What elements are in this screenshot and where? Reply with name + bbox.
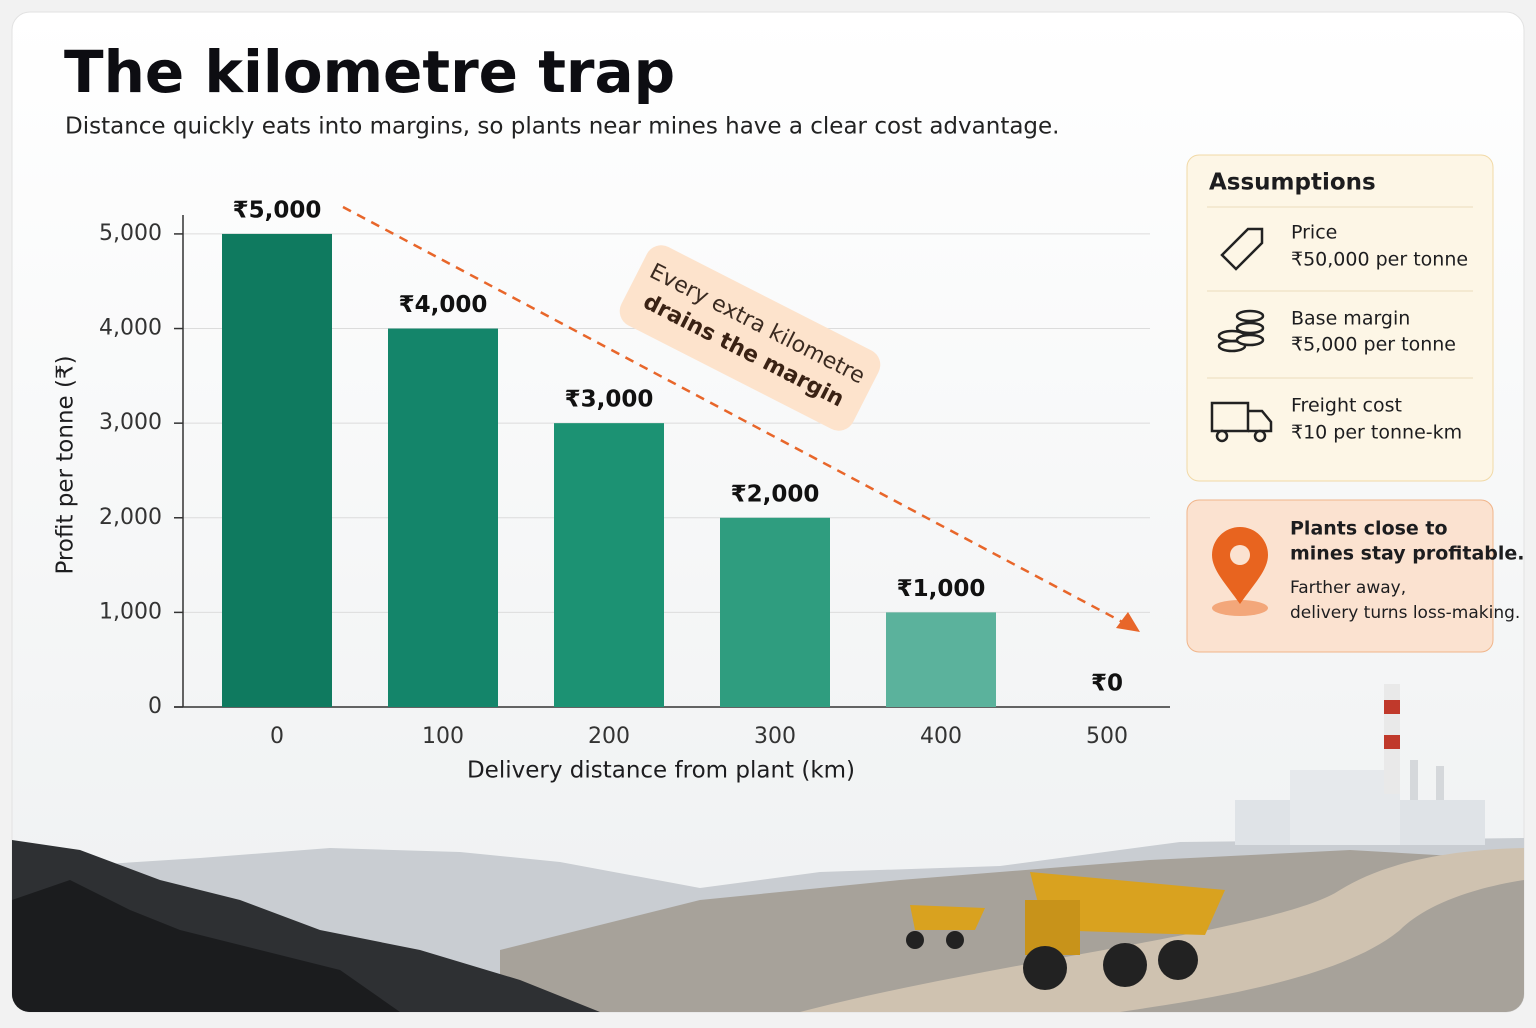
callout-panel: Plants close to mines stay profitable. F…	[1186, 499, 1525, 653]
arrow-head	[1116, 612, 1140, 632]
assumptions-panel: Assumptions Price ₹50,000 per tonne Base…	[1186, 154, 1494, 482]
bar	[222, 233, 332, 707]
item-label: Freight cost	[1291, 395, 1402, 417]
callout-headline: Plants close to	[1290, 518, 1448, 540]
x-tick-label: 200	[588, 724, 630, 749]
title: The kilometre trap	[64, 38, 675, 106]
callout-box	[1186, 499, 1494, 653]
x-tick-label: 500	[1086, 724, 1128, 749]
item-value: ₹5,000 per tonne	[1291, 334, 1456, 356]
pin-icon	[1212, 527, 1268, 604]
x-tick-label: 400	[920, 724, 962, 749]
value-label: ₹0	[1091, 671, 1123, 697]
y-tick-label: 2,000	[99, 505, 162, 530]
y-tick-label: 4,000	[99, 316, 162, 341]
x-axis-label: Delivery distance from plant (km)	[467, 758, 855, 784]
truck-icon	[1210, 401, 1273, 443]
item-value: ₹50,000 per tonne	[1291, 249, 1468, 271]
trend-arrow	[342, 205, 1129, 627]
x-tick-label: 300	[754, 724, 796, 749]
y-tick-label: 5,000	[99, 221, 162, 246]
value-label: ₹1,000	[897, 576, 986, 602]
scene	[12, 684, 1524, 1012]
panel-box	[1186, 154, 1494, 482]
pin-shadow	[1212, 600, 1268, 616]
value-label: ₹5,000	[233, 197, 322, 223]
value-label: ₹2,000	[731, 481, 820, 507]
item-value: ₹10 per tonne-km	[1291, 422, 1462, 444]
value-label: ₹3,000	[565, 387, 654, 413]
road	[800, 848, 1524, 1012]
bar	[720, 517, 830, 707]
value-label: ₹4,000	[399, 292, 488, 318]
callout-body: delivery turns loss-making.	[1290, 603, 1520, 623]
coins-icon	[1217, 309, 1265, 353]
y-axis-label: Profit per tonne (₹)	[53, 355, 79, 574]
callout-body: Farther away,	[1290, 578, 1406, 598]
item-label: Base margin	[1291, 308, 1410, 330]
y-tick-label: 0	[148, 694, 162, 719]
factory	[1235, 684, 1485, 845]
subtitle: Distance quickly eats into margins, so p…	[65, 114, 1060, 140]
bar	[388, 328, 498, 707]
x-tick-label: 100	[422, 724, 464, 749]
bar	[554, 423, 664, 707]
item-label: Price	[1291, 222, 1337, 244]
rocks-front	[12, 880, 400, 1012]
x-tick-label: 0	[270, 724, 284, 749]
price-icon	[1220, 227, 1264, 271]
panel-title: Assumptions	[1209, 170, 1376, 196]
truck	[906, 872, 1225, 990]
callout-headline: mines stay profitable.	[1290, 543, 1525, 565]
bar	[886, 612, 996, 707]
plot: 0 1,000 2,000 3,000 4,000 5,000 0 ₹5,000 100 ₹4,0…	[99, 197, 1170, 749]
y-tick-label: 3,000	[99, 410, 162, 435]
y-tick-label: 1,000	[99, 599, 162, 624]
pin-hole	[1230, 545, 1250, 565]
annotation-box	[619, 245, 881, 431]
